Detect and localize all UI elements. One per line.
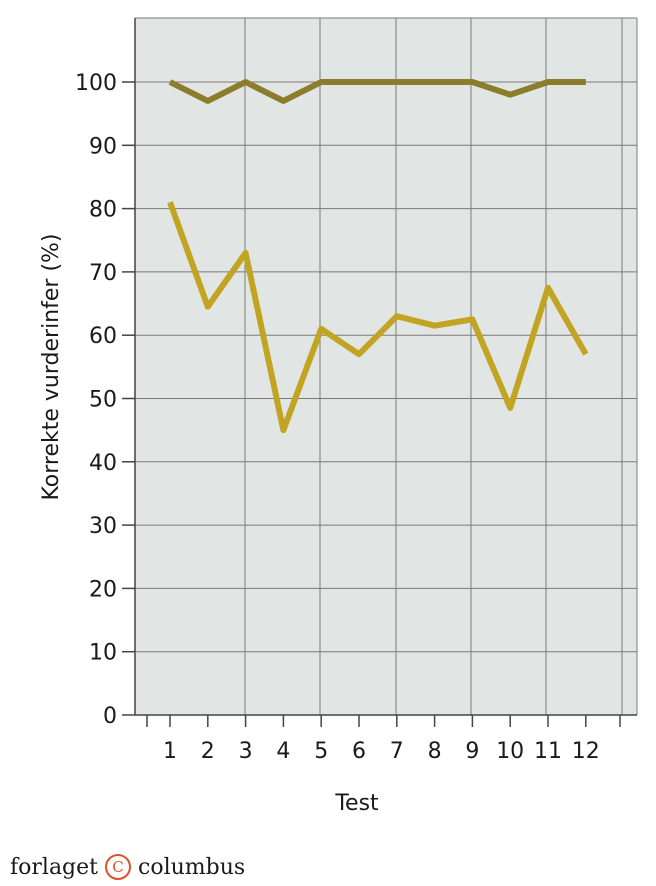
y-axis-ticks: 0 10 20 30 40 50 60 70 80 90 100 [75, 71, 135, 729]
y-tick-label: 0 [103, 704, 117, 729]
x-tick-label: 11 [534, 739, 562, 764]
x-tick-label: 3 [239, 739, 253, 764]
grid-lines [135, 17, 638, 715]
x-axis-title: Test [334, 791, 379, 816]
x-tick-label: 1 [163, 739, 177, 764]
logo-text-left: forlaget [10, 854, 98, 880]
x-tick-label: 4 [276, 739, 290, 764]
y-tick-label: 70 [89, 261, 117, 286]
axes [134, 18, 637, 716]
x-tick-label: 2 [201, 739, 215, 764]
y-tick-label: 50 [89, 388, 117, 413]
logo-text-right: columbus [138, 854, 246, 880]
series-line-1 [168, 79, 586, 104]
publisher-logo: forlaget C columbus [10, 852, 245, 882]
y-tick-label: 20 [89, 577, 117, 602]
y-tick-label: 10 [89, 641, 117, 666]
x-tick-label: 6 [352, 739, 366, 764]
y-tick-label: 90 [89, 134, 117, 159]
x-tick-label: 10 [496, 739, 524, 764]
y-tick-label: 60 [89, 324, 117, 349]
series-line-2 [167, 201, 589, 434]
y-tick-label: 80 [89, 198, 117, 223]
y-tick-label: 100 [75, 71, 117, 96]
x-axis-ticks: 1 2 3 4 5 6 7 8 9 10 11 12 [146, 715, 621, 764]
y-axis-title: Korrekte vurderinfer (%) [39, 233, 64, 500]
x-tick-label: 12 [572, 739, 600, 764]
y-tick-label: 40 [89, 451, 117, 476]
x-tick-label: 8 [428, 739, 442, 764]
copyright-c-icon: C [105, 854, 131, 880]
x-tick-label: 5 [314, 739, 328, 764]
data-series [167, 79, 589, 434]
x-tick-label: 7 [390, 739, 404, 764]
plot-area [135, 18, 637, 715]
x-tick-label: 9 [465, 739, 479, 764]
y-tick-label: 30 [89, 514, 117, 539]
